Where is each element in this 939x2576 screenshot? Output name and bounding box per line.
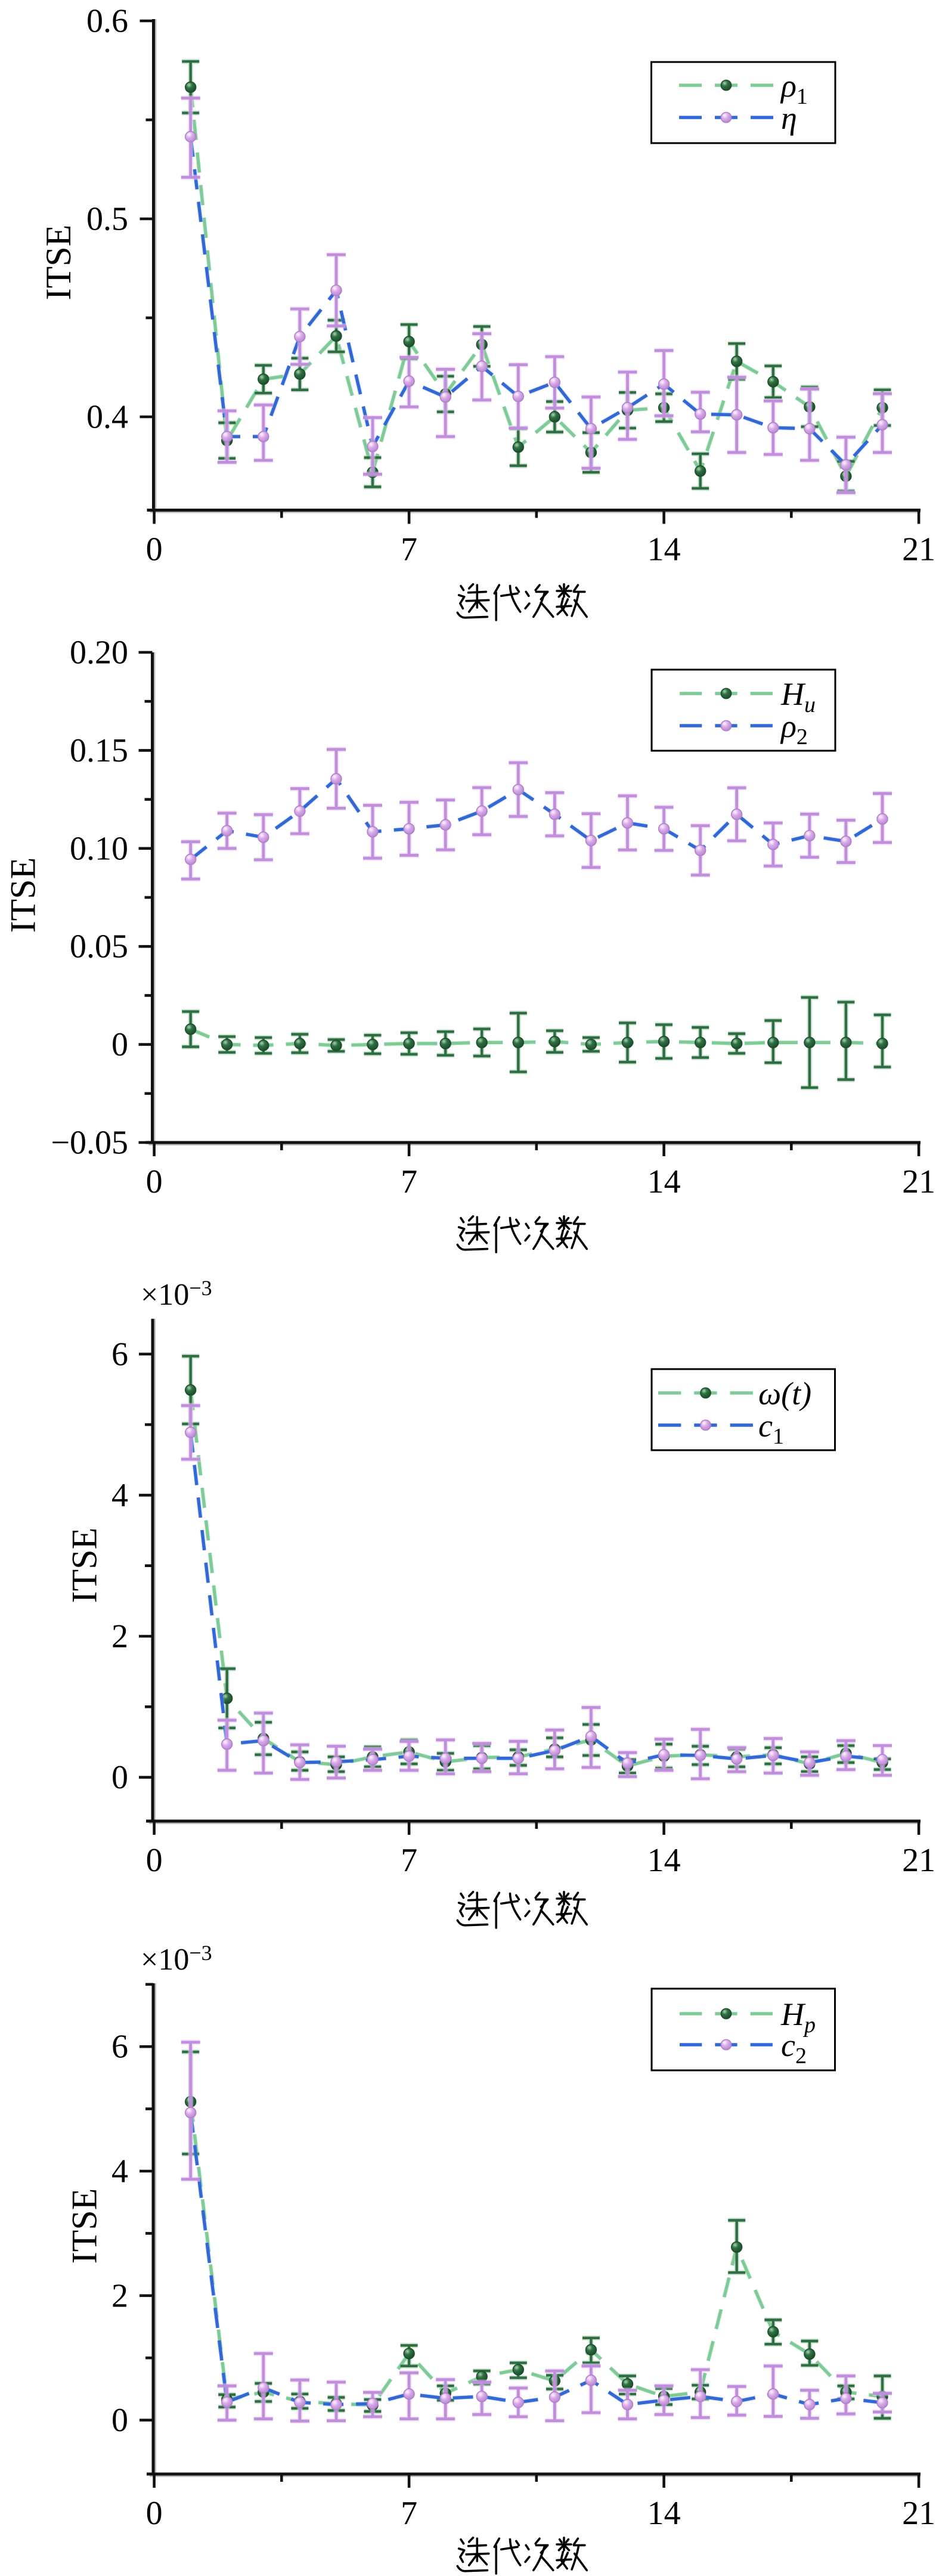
svg-text:0.15: 0.15	[70, 732, 128, 769]
svg-text:0.4: 0.4	[86, 399, 128, 436]
svg-text:ρ1: ρ1	[780, 68, 808, 109]
svg-text:−0.05: −0.05	[51, 1125, 128, 1162]
svg-text:6: 6	[111, 2029, 128, 2066]
svg-text:7: 7	[401, 531, 417, 568]
svg-text:21: 21	[902, 1842, 935, 1879]
svg-text:ω(t): ω(t)	[758, 1376, 811, 1411]
svg-text:7: 7	[401, 1842, 417, 1879]
svg-text:7: 7	[401, 2495, 417, 2532]
svg-text:14: 14	[647, 1842, 681, 1879]
svg-text:0: 0	[146, 1163, 163, 1200]
svg-text:21: 21	[902, 2495, 935, 2532]
svg-text:6: 6	[111, 1336, 128, 1373]
svg-text:0.5: 0.5	[86, 201, 128, 238]
svg-text:0.20: 0.20	[70, 634, 128, 671]
svg-text:14: 14	[647, 531, 681, 568]
svg-text:0: 0	[146, 2495, 163, 2532]
svg-text:η: η	[781, 100, 797, 136]
svg-text:14: 14	[647, 1163, 681, 1200]
svg-text:2: 2	[111, 2277, 128, 2314]
svg-text:0: 0	[111, 2402, 128, 2439]
svg-text:14: 14	[647, 2495, 681, 2532]
svg-text:21: 21	[902, 531, 935, 568]
svg-text:0.10: 0.10	[70, 830, 128, 867]
svg-text:0: 0	[111, 1759, 128, 1796]
svg-text:0: 0	[111, 1026, 128, 1063]
svg-text:7: 7	[401, 1163, 417, 1200]
svg-text:0: 0	[146, 531, 163, 568]
svg-text:4: 4	[111, 1477, 128, 1514]
svg-text:0.6: 0.6	[86, 3, 128, 40]
svg-text:21: 21	[902, 1163, 935, 1200]
svg-text:2: 2	[111, 1618, 128, 1655]
svg-text:ITSE: ITSE	[4, 857, 43, 933]
svg-text:4: 4	[111, 2153, 128, 2190]
svg-text:Hp: Hp	[780, 1996, 816, 2038]
svg-text:0.05: 0.05	[70, 928, 128, 965]
svg-text:0: 0	[146, 1842, 163, 1879]
svg-text:ITSE: ITSE	[39, 225, 78, 301]
svg-text:ITSE: ITSE	[65, 2188, 104, 2264]
svg-text:Hu: Hu	[780, 676, 816, 717]
svg-text:ITSE: ITSE	[65, 1528, 104, 1603]
